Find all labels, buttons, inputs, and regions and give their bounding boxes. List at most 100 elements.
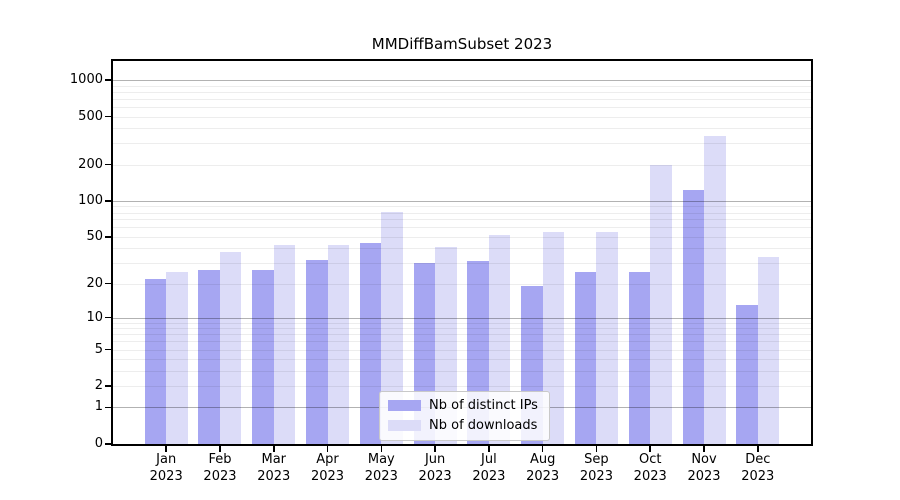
legend-item-nb-of-downloads: Nb of downloads — [388, 418, 538, 433]
minor-gridline-70 — [113, 219, 811, 221]
legend-item-nb-of-distinct-ips: Nb of distinct IPs — [388, 398, 538, 413]
left-spine — [111, 59, 113, 446]
x-tick-mark-may-2023 — [380, 445, 383, 452]
minor-gridline-60 — [113, 227, 811, 229]
x-tick-mark-aug-2023 — [541, 445, 544, 452]
minor-gridline-7 — [113, 334, 811, 336]
top-spine — [111, 59, 813, 61]
y-tick-label-1: 1 — [94, 399, 103, 415]
x-tick-mark-apr-2023 — [326, 445, 329, 452]
y-tick-label-50: 50 — [86, 228, 103, 244]
x-tick-mark-nov-2023 — [703, 445, 705, 452]
minor-gridline-2 — [113, 386, 811, 388]
major-gridline-1000 — [113, 80, 811, 82]
x-tick-mark-feb-2023 — [219, 445, 221, 452]
bar-nb-of-distinct-ips-sep-2023 — [574, 272, 597, 444]
legend: Nb of distinct IPs Nb of downloads — [379, 391, 550, 441]
y-tick-label-500: 500 — [78, 108, 103, 124]
minor-gridline-20 — [113, 283, 811, 285]
y-tick-mark-20 — [105, 282, 112, 285]
major-gridline-100 — [113, 200, 811, 202]
minor-gridline-40 — [113, 248, 811, 250]
minor-gridline-6 — [113, 341, 811, 343]
y-tick-mark-0 — [105, 443, 112, 445]
y-tick-mark-50 — [105, 236, 112, 238]
x-tick-label-mar-2023: Mar 2023 — [257, 452, 291, 484]
right-spine — [811, 59, 813, 446]
bar-nb-of-downloads-feb-2023 — [219, 252, 242, 444]
x-tick-label-apr-2023: Apr 2023 — [310, 452, 345, 484]
bar-nb-of-downloads-mar-2023 — [273, 244, 296, 444]
bar-nb-of-distinct-ips-jan-2023 — [144, 278, 167, 444]
y-tick-mark-1 — [105, 406, 112, 409]
bar-nb-of-downloads-sep-2023 — [596, 231, 618, 444]
plot-area — [113, 61, 811, 444]
y-tick-mark-100 — [105, 200, 112, 202]
minor-gridline-500 — [113, 116, 811, 118]
bar-nb-of-downloads-jan-2023 — [166, 272, 188, 444]
y-tick-label-100: 100 — [78, 192, 103, 208]
bottom-spine — [111, 444, 813, 446]
legend-label-nb-of-distinct-ips: Nb of distinct IPs — [429, 398, 538, 413]
bar-nb-of-downloads-aug-2023 — [542, 231, 565, 444]
x-tick-label-jun-2023: Jun 2023 — [418, 452, 452, 484]
x-tick-label-jul-2023: Jul 2023 — [472, 452, 506, 484]
y-tick-label-2: 2 — [94, 378, 103, 394]
major-gridline-10 — [113, 317, 811, 319]
bar-nb-of-distinct-ips-may-2023 — [359, 243, 382, 444]
bar-nb-of-distinct-ips-feb-2023 — [198, 270, 220, 444]
bar-nb-of-downloads-dec-2023 — [757, 256, 780, 444]
x-tick-mark-sep-2023 — [595, 445, 598, 452]
bar-nb-of-downloads-nov-2023 — [704, 135, 726, 444]
y-tick-label-1000: 1000 — [69, 72, 103, 88]
bar-nb-of-distinct-ips-mar-2023 — [252, 270, 274, 444]
bar-nb-of-distinct-ips-apr-2023 — [306, 259, 328, 444]
minor-gridline-300 — [113, 143, 811, 145]
minor-gridline-80 — [113, 212, 811, 214]
x-tick-label-feb-2023: Feb 2023 — [203, 452, 237, 484]
x-tick-mark-jun-2023 — [434, 445, 436, 452]
x-tick-label-dec-2023: Dec 2023 — [741, 452, 775, 484]
y-tick-mark-500 — [105, 115, 112, 118]
minor-gridline-900 — [113, 85, 811, 87]
y-tick-label-200: 200 — [78, 156, 103, 172]
y-tick-mark-5 — [105, 348, 112, 351]
minor-gridline-3 — [113, 370, 811, 372]
bar-nb-of-distinct-ips-oct-2023 — [628, 272, 651, 444]
minor-gridline-800 — [113, 91, 811, 93]
y-tick-mark-1000 — [105, 79, 112, 81]
legend-swatch-nb-of-distinct-ips — [388, 400, 421, 411]
minor-gridline-200 — [113, 164, 811, 166]
x-tick-label-nov-2023: Nov 2023 — [687, 452, 721, 484]
x-tick-mark-jul-2023 — [488, 445, 490, 452]
minor-gridline-8 — [113, 328, 811, 330]
y-tick-mark-200 — [105, 163, 112, 166]
bar-nb-of-distinct-ips-nov-2023 — [682, 190, 704, 444]
x-tick-label-may-2023: May 2023 — [364, 452, 398, 484]
minor-gridline-600 — [113, 106, 811, 108]
x-tick-mark-mar-2023 — [272, 445, 275, 452]
y-tick-label-10: 10 — [86, 309, 103, 325]
bar-nb-of-downloads-oct-2023 — [650, 164, 672, 444]
x-tick-label-oct-2023: Oct 2023 — [633, 452, 667, 484]
x-tick-label-jan-2023: Jan 2023 — [149, 452, 183, 484]
legend-label-nb-of-downloads: Nb of downloads — [429, 418, 538, 433]
minor-gridline-90 — [113, 206, 811, 208]
minor-gridline-9 — [113, 322, 811, 324]
minor-gridline-400 — [113, 128, 811, 130]
x-tick-label-aug-2023: Aug 2023 — [526, 452, 560, 484]
bar-nb-of-downloads-may-2023 — [381, 211, 403, 444]
minor-gridline-30 — [113, 263, 811, 265]
y-tick-label-20: 20 — [86, 275, 103, 291]
minor-gridline-4 — [113, 359, 811, 361]
legend-swatch-nb-of-downloads — [388, 420, 421, 431]
minor-gridline-700 — [113, 98, 811, 100]
minor-gridline-5 — [113, 349, 811, 351]
y-tick-mark-2 — [105, 385, 112, 387]
bar-nb-of-distinct-ips-dec-2023 — [736, 304, 758, 444]
minor-gridline-50 — [113, 236, 811, 238]
y-tick-label-0: 0 — [94, 436, 103, 451]
x-tick-label-sep-2023: Sep 2023 — [579, 452, 613, 484]
y-tick-label-5: 5 — [94, 341, 103, 357]
